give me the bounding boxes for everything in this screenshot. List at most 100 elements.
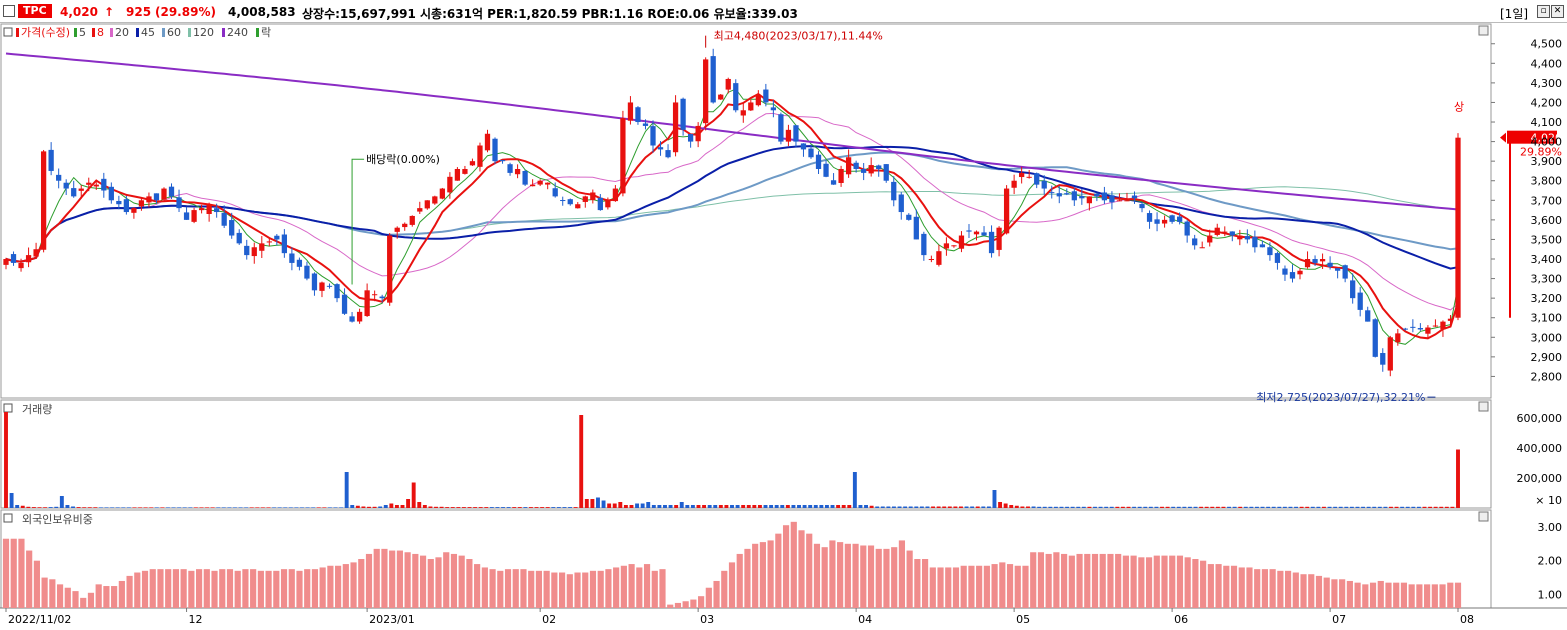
foreign-bar [929,567,936,608]
volume-bar [551,507,556,508]
volume-bar [339,507,344,508]
last-price-label: 4,020 [1531,132,1563,145]
candle-body [733,83,739,111]
foreign-bar [1030,552,1037,608]
volume-bar [439,506,444,508]
volume-bar [1428,506,1433,508]
candle-body [191,210,197,222]
candle-body [108,186,114,201]
maximize-icon[interactable]: ▫ [1537,5,1550,18]
candle-body [1019,172,1025,178]
candle-body [891,181,897,201]
foreign-bar [937,567,944,608]
volume-bar [1020,506,1025,508]
volume-bar [216,507,221,508]
candle-body [868,165,874,174]
candle-body [1447,318,1454,321]
volume-bar [657,505,662,508]
candle-body [1417,328,1424,330]
candle-body [153,193,160,201]
foreign-bar [860,545,867,608]
volume-bar [780,505,785,508]
candle-body [680,98,686,130]
candle-body [372,294,378,296]
candle-body [394,227,400,232]
foreign-bar [1076,553,1083,608]
volume-bar [478,507,483,508]
candle-body [928,259,935,261]
candle-body [590,192,596,201]
foreign-bar [134,572,141,608]
header-checkbox[interactable] [3,5,15,17]
volume-bar [1394,506,1399,508]
volume-bar [1377,506,1382,508]
foreign-bar [1439,584,1446,608]
foreign-bar [1084,553,1091,608]
candle-body [966,230,972,232]
foreign-bar [1454,582,1462,608]
close-icon[interactable]: ✕ [1551,5,1564,18]
volume-bar [1271,506,1276,508]
candle-body [913,216,919,240]
volume-bar [986,506,991,508]
legend-swatch [256,28,259,37]
volume-bar [1204,506,1209,508]
volume-bar [1014,505,1019,508]
candle-body [93,184,99,187]
volume-bar [1009,505,1014,508]
foreign-checkbox [3,513,13,523]
candle-body [78,188,84,191]
foreign-bar [721,570,728,608]
ma240-line [5,52,1459,211]
foreign-bar [373,548,380,608]
volume-bar [819,505,824,508]
volume-bar [1221,506,1226,508]
volume-bar [813,505,818,508]
candle-body [206,204,212,214]
volume-bar [1456,449,1460,508]
period-selector[interactable]: [1일] [1500,7,1529,21]
volume-bar [54,506,59,508]
volume-bar [629,505,634,508]
candle-body [1334,268,1341,271]
foreign-bar [891,547,898,608]
volume-bar [707,505,712,508]
volume-bar [1065,506,1070,508]
foreign-bar [643,564,651,608]
legend-swatch [92,28,95,37]
volume-bar [975,506,980,508]
volume-bar [300,507,304,508]
candle-body [1131,195,1138,199]
candle-body [582,196,588,202]
volume-bar [255,507,260,508]
candle-body [281,234,287,254]
volume-bar [869,505,874,508]
foreign-bar [558,572,566,608]
volume-bar [545,507,550,508]
foreign-bar [728,562,736,608]
candle-body [402,223,408,228]
foreign-bar [1176,555,1184,608]
candle-body [304,265,310,279]
candle-body [387,235,393,303]
volume-bar [925,506,930,508]
candle-body [259,243,265,251]
volume-bar [1148,506,1153,508]
volume-bar [791,505,796,508]
volume-bar [277,507,282,508]
candle-body [1222,231,1228,233]
candle-body [1161,219,1168,224]
last-pct-label: 29.89% [1520,146,1562,159]
price-tick-label: 4,000 [1531,136,1563,149]
volume-bar [501,507,505,508]
candle-body [432,196,438,204]
volume-bar [1338,506,1343,508]
candle-body [1146,213,1153,222]
volume-bar [584,499,589,508]
volume-bar [294,507,299,508]
candle-body [251,247,257,257]
volume-bar [9,493,14,508]
volume-bar [1416,506,1421,508]
candle-body [522,171,528,185]
ticker-code[interactable]: TPC [18,4,52,18]
